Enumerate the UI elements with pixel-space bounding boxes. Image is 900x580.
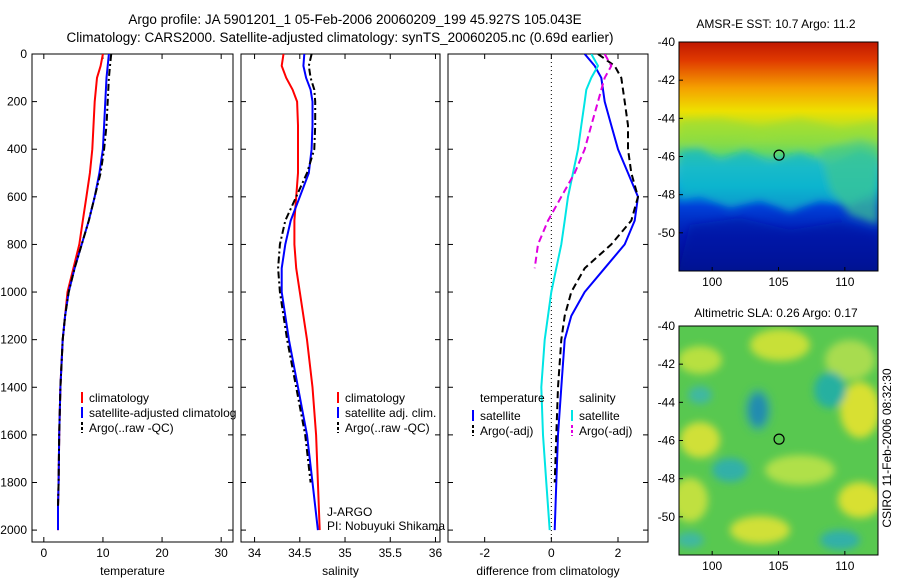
plot-frame	[447, 53, 649, 543]
x-tick-label: 0	[548, 546, 555, 560]
x-tick-label: -2	[479, 546, 490, 560]
legend-label: climatology	[345, 391, 405, 405]
argo-position-marker	[773, 149, 785, 161]
difference-panel: -2 0 2 difference from climatology temperatu…	[447, 53, 649, 578]
annotation-line1: J-ARGO	[327, 505, 372, 519]
argo-position-marker	[773, 433, 785, 445]
x-tick-label: 100	[702, 275, 722, 289]
x-axis-label: salinity	[322, 564, 359, 578]
x-axis-label: difference from climatology	[476, 564, 619, 578]
y-tick-label: -40	[658, 35, 676, 49]
x-tick-label: 35.5	[379, 546, 403, 560]
legend-group-temperature: temperature	[480, 391, 545, 405]
x-tick-label: 110	[835, 559, 854, 573]
y-tick-label: -46	[658, 150, 676, 164]
y-tick-label: -44	[658, 111, 676, 125]
x-tick-label: 105	[768, 559, 788, 573]
legend-group-salinity: salinity	[579, 391, 616, 405]
annotation-line2: PI: Nobuyuki Shikama	[327, 519, 445, 533]
y-tick-label: 1600	[0, 428, 27, 442]
series-line-salinity-satellite	[540, 54, 599, 531]
sst-map-title: AMSR-E SST: 10.7 Argo: 11.2	[696, 17, 856, 31]
y-tick-label: 0	[20, 47, 27, 61]
series-line-satellite-adj-clim-	[280, 54, 319, 531]
x-tick-label: 35	[338, 546, 352, 560]
y-tick-label: 800	[7, 237, 27, 251]
y-tick-label: -48	[658, 188, 676, 202]
y-tick-label: -50	[658, 226, 676, 240]
sst-map-axes: 100 105 110 -40 -42 -44 -46 -48 -50	[658, 35, 879, 289]
legend-label: satellite	[480, 409, 521, 423]
legend-label: satellite-adjusted climatolog	[89, 406, 236, 420]
series-line-argo-raw-qc-	[57, 54, 113, 507]
series-line-salinity-argo-adj-	[533, 54, 613, 269]
series-line-climatology	[57, 54, 104, 531]
x-tick-label: 105	[768, 275, 788, 289]
x-tick-label: 2	[615, 546, 622, 560]
x-axis-label: temperature	[100, 564, 165, 578]
plot-frame	[240, 53, 441, 543]
x-tick-label: 0	[40, 546, 47, 560]
x-tick-label: 100	[702, 559, 722, 573]
figure-title-line1: Argo profile: JA 5901201_1 05-Feb-2006 2…	[128, 12, 581, 27]
legend-label: Argo(..raw -QC)	[345, 421, 430, 435]
legend-label: Argo(..raw -QC)	[89, 421, 174, 435]
y-tick-label: 1800	[0, 475, 27, 489]
legend-label: satellite adj. clim.	[345, 406, 436, 420]
temperature-panel: 0 10 20 30 0 200 400 600 800 1000 1200 1400 1600 1800…	[0, 47, 236, 578]
series-line-satellite-adjusted-climatology	[57, 54, 110, 531]
y-tick-label: -42	[658, 73, 676, 87]
x-tick-label: 30	[214, 546, 228, 560]
y-tick-label: -48	[658, 472, 676, 486]
plot-frame	[31, 53, 234, 543]
sla-map-title: Altimetric SLA: 0.26 Argo: 0.17	[694, 306, 858, 320]
x-tick-label: 36	[429, 546, 443, 560]
x-tick-label: 34.5	[288, 546, 312, 560]
y-tick-label: 200	[7, 95, 27, 109]
salinity-panel: 34 34.5 35 35.5 36 salinity climatologysatelli…	[240, 53, 445, 578]
x-tick-label: 34	[248, 546, 262, 560]
sla-map-image	[679, 326, 878, 555]
series-line-climatology	[280, 54, 321, 531]
series-line-temperature-argo-adj-	[553, 54, 639, 483]
x-tick-label: 10	[96, 546, 110, 560]
y-tick-label: -42	[658, 357, 676, 371]
legend-label: climatology	[89, 391, 149, 405]
y-tick-label: -44	[658, 395, 676, 409]
sla-map-axes: 100 105 110 -40 -42 -44 -46 -48 -50	[658, 319, 879, 573]
legend-label: Argo(-adj)	[579, 424, 632, 438]
series-line-argo-raw-qc-	[277, 54, 317, 483]
y-tick-label: -40	[658, 319, 676, 333]
figure-title-line2: Climatology: CARS2000. Satellite-adjuste…	[66, 30, 613, 45]
y-tick-label: -50	[658, 510, 676, 524]
x-tick-label: 20	[155, 546, 169, 560]
y-tick-label: 1400	[0, 380, 27, 394]
y-tick-label: 2000	[0, 523, 27, 537]
y-tick-label: 600	[7, 190, 27, 204]
credit-label: CSIRO 11-Feb-2006 08:32:30	[880, 368, 894, 528]
y-tick-label: -46	[658, 434, 676, 448]
x-tick-label: 110	[835, 275, 854, 289]
y-tick-label: 1000	[0, 285, 27, 299]
legend-label: Argo(-adj)	[480, 424, 533, 438]
legend-label: satellite	[579, 409, 620, 423]
y-tick-label: 400	[7, 142, 27, 156]
series-line-temperature-satellite	[553, 54, 639, 531]
sst-map-image	[679, 42, 878, 271]
y-tick-label: 1200	[0, 333, 27, 347]
